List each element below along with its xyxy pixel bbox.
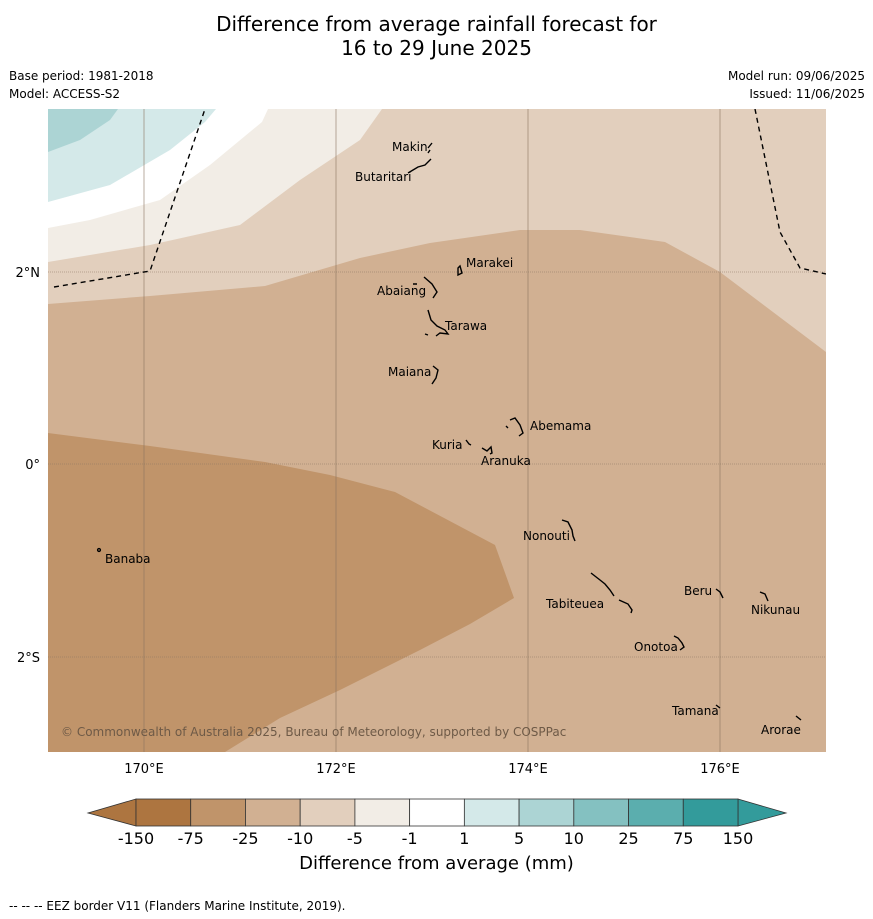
colorbar-tick-label: 75: [673, 829, 693, 848]
footnote: -- -- -- EEZ border V11 (Flanders Marine…: [9, 899, 346, 913]
label-nikunau: Nikunau: [751, 603, 800, 617]
colorbar-tick-label: -75: [178, 829, 204, 848]
model-run: Model run: 09/06/2025: [727, 69, 865, 83]
lat-label-0: 0°: [25, 458, 40, 473]
label-onotoa: Onotoa: [634, 640, 678, 654]
colorbar-under-arrow: [86, 798, 137, 827]
colorbar-tick-label: 5: [514, 829, 524, 848]
label-abemama: Abemama: [530, 419, 591, 433]
base-period: Base period: 1981-2018: [9, 69, 154, 83]
colorbar-segment: [299, 798, 356, 827]
place-labels: Makin Butaritari Marakei Abaiang Tarawa …: [105, 140, 801, 737]
band-teal: [48, 109, 118, 152]
map-title: Difference from average rainfall forecas…: [0, 12, 873, 60]
label-beru: Beru: [684, 584, 712, 598]
island-arorae: [795, 715, 802, 721]
colorbar-segment: [628, 798, 684, 827]
colorbar-segment: [682, 798, 739, 827]
colorbar-tick-label: -10: [287, 829, 313, 848]
colorbar-segment: [135, 798, 192, 827]
island-nikunau: [759, 591, 769, 602]
title-line-1: Difference from average rainfall forecas…: [216, 12, 657, 36]
lon-label-170: 170°E: [124, 762, 164, 777]
island-abaiang: [413, 276, 438, 299]
issued-date: Issued: 11/06/2025: [749, 87, 865, 101]
colorbar-segment: [463, 798, 520, 827]
label-tamana: Tamana: [671, 704, 719, 718]
colorbar-tick-label: 25: [618, 829, 638, 848]
island-marakei: [457, 264, 463, 277]
label-abaiang: Abaiang: [377, 284, 426, 298]
colorbar-tick-label: -5: [347, 829, 363, 848]
graticule: [48, 109, 826, 752]
meta-left: Base period: 1981-2018 Model: ACCESS-S2: [9, 67, 154, 103]
colorbar-tick-labels: -150 -75 -25 -10 -5 -1 1 5 10 25 75 150: [118, 829, 753, 848]
lon-label-174: 174°E: [508, 762, 548, 777]
label-makin: Makin: [392, 140, 428, 154]
island-maiana: [431, 365, 439, 385]
island-tamana: [715, 704, 721, 709]
colorbar-over-arrow: [737, 798, 788, 827]
label-nonouti: Nonouti: [523, 529, 570, 543]
copyright-text: © Commonwealth of Australia 2025, Bureau…: [61, 725, 566, 739]
colorbar-tick-label: -25: [232, 829, 258, 848]
island-onotoa: [673, 635, 685, 651]
island-tarawa: [424, 309, 450, 337]
lon-label-176: 176°E: [700, 762, 740, 777]
model-name: Model: ACCESS-S2: [9, 87, 121, 101]
lon-label-172: 172°E: [316, 762, 356, 777]
colorbar-tick-label: -1: [402, 829, 418, 848]
island-butaritari: [407, 158, 432, 174]
eez-border-west: [53, 109, 206, 288]
label-banaba: Banaba: [105, 552, 151, 566]
colorbar-segment: [245, 798, 301, 827]
lat-label-2s: 2°S: [17, 651, 40, 666]
colorbar: -150 -75 -25 -10 -5 -1 1 5 10 25 75 150: [86, 798, 788, 848]
title-line-2: 16 to 29 June 2025: [341, 36, 532, 60]
colorbar-segment: [573, 798, 629, 827]
colorbar-title: Difference from average (mm): [299, 853, 574, 874]
colorbar-segment: [518, 798, 575, 827]
label-tarawa: Tarawa: [444, 319, 487, 333]
islands: [96, 142, 802, 721]
axis-labels: 2°N 0° 2°S 170°E 172°E 174°E 176°E: [16, 266, 740, 777]
island-beru: [715, 588, 724, 599]
label-kuria: Kuria: [432, 438, 463, 452]
island-makin: [427, 142, 433, 154]
colorbar-segment: [190, 798, 246, 827]
island-nonouti: [561, 519, 576, 542]
lat-label-2n: 2°N: [16, 266, 41, 281]
island-tabiteuea: [590, 572, 633, 614]
label-aranuka: Aranuka: [481, 454, 531, 468]
band-dark-tan: [48, 433, 514, 752]
colorbar-tick-label: 150: [723, 829, 754, 848]
label-maiana: Maiana: [388, 365, 431, 379]
colorbar-segment: [354, 798, 411, 827]
colorbar-segments: [135, 798, 739, 827]
eez-border-east: [754, 109, 826, 275]
meta-right: Model run: 09/06/2025 Issued: 11/06/2025: [728, 67, 865, 103]
colorbar-segment: [409, 798, 465, 827]
island-abemama: [505, 417, 524, 437]
island-aranuka: [481, 445, 493, 455]
colorbar-tick-label: -150: [118, 829, 154, 848]
label-butaritari: Butaritari: [355, 170, 412, 184]
colorbar-tick-label: 1: [459, 829, 469, 848]
map-plot-area: Makin Butaritari Marakei Abaiang Tarawa …: [48, 109, 826, 752]
label-marakei: Marakei: [466, 256, 513, 270]
island-banaba: [96, 547, 102, 553]
label-arorae: Arorae: [761, 723, 801, 737]
label-tabiteuea: Tabiteuea: [545, 597, 604, 611]
island-kuria: [465, 439, 472, 446]
colorbar-tick-label: 10: [564, 829, 584, 848]
